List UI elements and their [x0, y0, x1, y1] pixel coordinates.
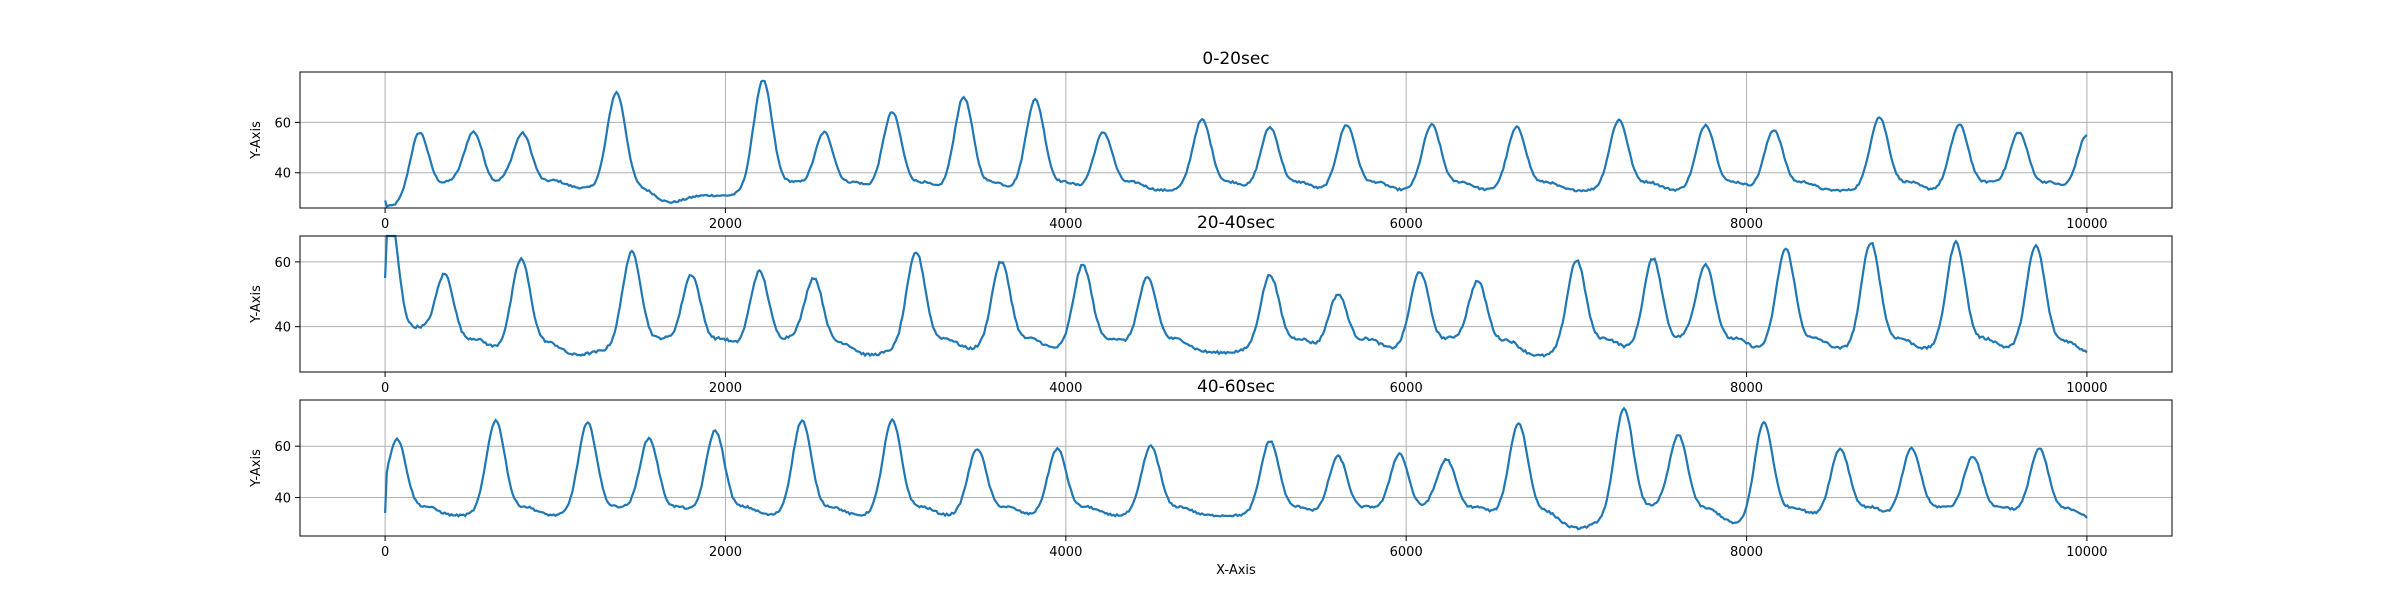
- axes-frame: [299, 71, 2173, 209]
- chart-title: 20-40sec: [1197, 213, 1275, 233]
- x-tick-label: 6000: [1390, 545, 1423, 560]
- x-tick-label: 10000: [2066, 217, 2107, 232]
- x-tick-label: 4000: [1049, 217, 1082, 232]
- y-tick-label: 60: [274, 256, 291, 271]
- chart-title: 40-60sec: [1197, 377, 1275, 397]
- y-tick-label: 60: [274, 440, 291, 455]
- y-tick-label: 40: [274, 167, 291, 182]
- x-tick-label: 8000: [1730, 217, 1763, 232]
- x-tick-label: 2000: [709, 545, 742, 560]
- axes-frame: [299, 399, 2173, 537]
- chart-title: 0-20sec: [1202, 49, 1269, 69]
- y-axis-label: Y-Axis: [249, 449, 264, 488]
- x-tick-label: 2000: [709, 217, 742, 232]
- x-tick-label: 0: [381, 545, 389, 560]
- x-tick-label: 8000: [1730, 381, 1763, 396]
- y-tick-label: 40: [274, 321, 291, 336]
- x-tick-label: 8000: [1730, 545, 1763, 560]
- x-tick-label: 10000: [2066, 545, 2107, 560]
- x-tick-label: 6000: [1390, 381, 1423, 396]
- series-line: [384, 79, 2088, 208]
- series-line: [384, 234, 2088, 358]
- y-tick-label: 60: [274, 116, 291, 131]
- axes-frame: [299, 235, 2173, 373]
- x-tick-label: 4000: [1049, 381, 1082, 396]
- x-tick-label: 4000: [1049, 545, 1082, 560]
- x-tick-label: 2000: [709, 381, 742, 396]
- x-tick-label: 6000: [1390, 217, 1423, 232]
- x-axis-label: X-Axis: [1216, 563, 1256, 578]
- x-tick-label: 0: [381, 381, 389, 396]
- y-axis-label: Y-Axis: [249, 121, 264, 160]
- y-tick-label: 40: [274, 492, 291, 507]
- y-axis-label: Y-Axis: [249, 285, 264, 324]
- series-line: [384, 406, 2088, 531]
- x-tick-label: 0: [381, 217, 389, 232]
- x-tick-label: 10000: [2066, 381, 2107, 396]
